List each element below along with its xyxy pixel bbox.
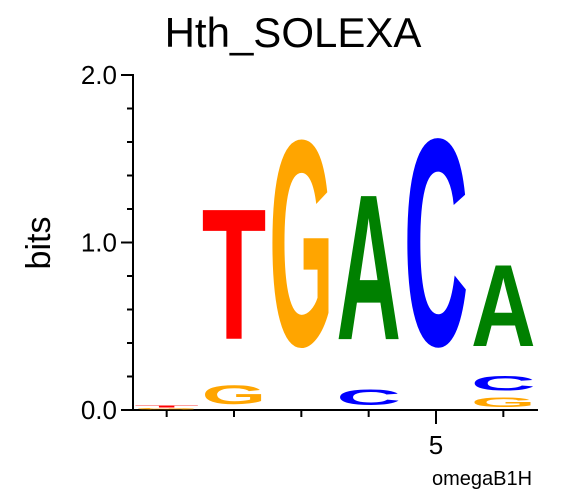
logo-letter: C xyxy=(404,78,469,408)
logo-letter: T xyxy=(202,170,267,379)
logo-letter: A xyxy=(471,241,536,371)
x-tick-label: 5 xyxy=(429,430,443,460)
logo-letter: G xyxy=(134,408,199,410)
y-tick-label: 0.0 xyxy=(81,395,117,425)
logo-letter: A xyxy=(336,151,401,384)
y-tick-label: 2.0 xyxy=(81,60,117,90)
logo-letter: G xyxy=(471,395,536,410)
y-axis-label: bits xyxy=(20,217,58,270)
x-axis-label: omegaB1H xyxy=(432,468,532,490)
logo-letter: C xyxy=(471,371,536,395)
logo-letter: G xyxy=(269,78,334,407)
y-tick-label: 1.0 xyxy=(81,228,117,258)
chart-title: Hth_SOLEXA xyxy=(165,9,422,56)
logo-letter: T xyxy=(134,405,199,408)
logo-letter: C xyxy=(336,385,401,410)
logo-letter: G xyxy=(202,380,267,410)
